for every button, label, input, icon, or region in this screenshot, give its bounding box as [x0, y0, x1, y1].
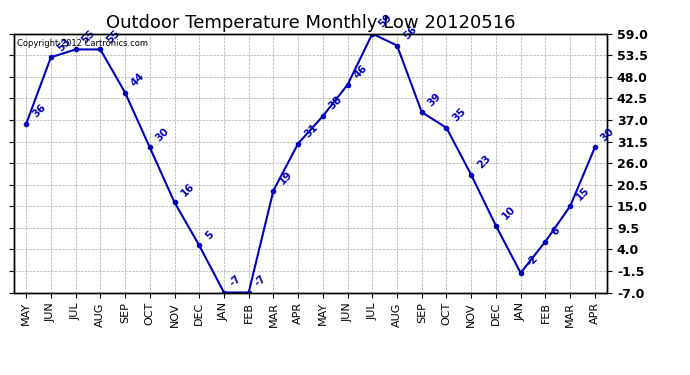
Text: -7: -7: [253, 273, 268, 288]
Text: 30: 30: [599, 126, 616, 143]
Text: 56: 56: [401, 24, 419, 41]
Text: 46: 46: [352, 63, 369, 81]
Text: 31: 31: [302, 122, 319, 140]
Text: 19: 19: [277, 169, 295, 186]
Text: 10: 10: [500, 204, 518, 222]
Text: 30: 30: [154, 126, 171, 143]
Text: 6: 6: [549, 225, 562, 237]
Text: 39: 39: [426, 91, 443, 108]
Text: 16: 16: [179, 181, 196, 198]
Text: 5: 5: [204, 229, 215, 241]
Text: 44: 44: [129, 71, 147, 88]
Text: Copyright 2012 Cartronics.com: Copyright 2012 Cartronics.com: [17, 39, 148, 48]
Text: -7: -7: [228, 273, 244, 288]
Text: 38: 38: [327, 94, 344, 112]
Text: 15: 15: [574, 185, 591, 202]
Text: 53: 53: [55, 36, 72, 53]
Text: 59: 59: [377, 12, 394, 30]
Title: Outdoor Temperature Monthly Low 20120516: Outdoor Temperature Monthly Low 20120516: [106, 14, 515, 32]
Text: 36: 36: [30, 102, 48, 120]
Text: 23: 23: [475, 153, 493, 171]
Text: 35: 35: [451, 106, 468, 124]
Text: 55: 55: [104, 28, 122, 45]
Text: -2: -2: [525, 254, 540, 269]
Text: 55: 55: [80, 28, 97, 45]
